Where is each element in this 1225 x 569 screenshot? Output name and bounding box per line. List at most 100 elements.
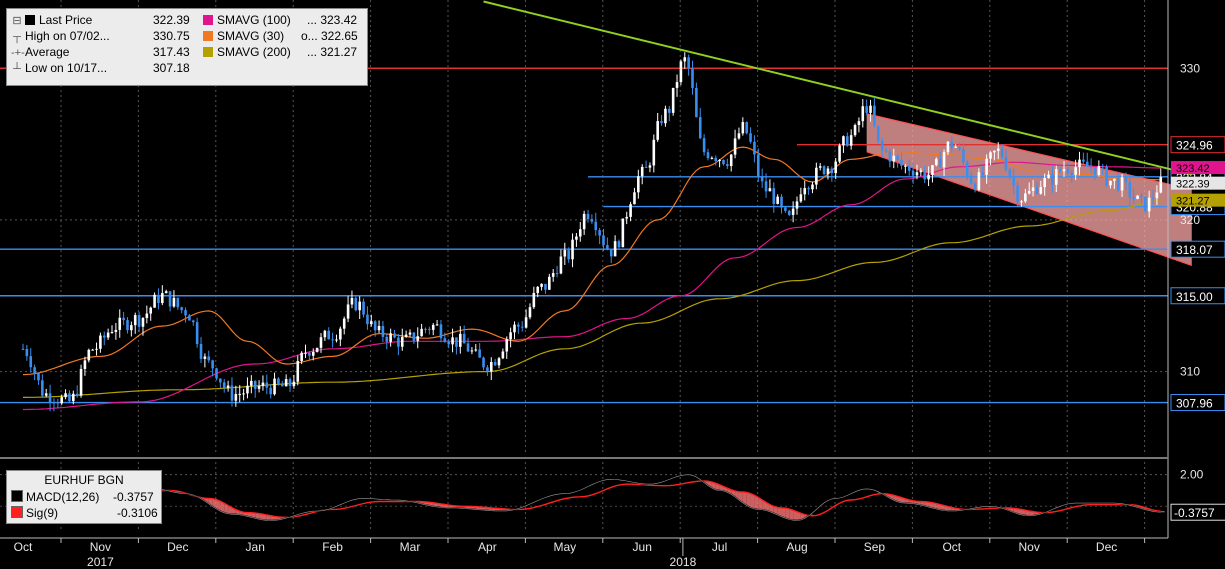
candle-body: [459, 333, 462, 347]
candle-body: [927, 174, 930, 180]
legend-label: Average: [25, 45, 70, 59]
candle-body: [118, 317, 122, 330]
candle-body: [1047, 174, 1050, 179]
candle-body: [652, 139, 656, 166]
candle-body: [277, 378, 280, 384]
candle-body: [1085, 161, 1089, 167]
macd-legend: EURHUF BGN MACD(12,26) -0.3757 Sig(9) -0…: [6, 470, 162, 524]
candle-body: [48, 393, 52, 403]
candle-body: [1089, 166, 1093, 168]
year-label: 2018: [670, 555, 697, 569]
candle-body: [517, 324, 520, 327]
macd-line-highlight: [22, 474, 1161, 521]
sma200-line: [23, 200, 1161, 398]
candle-body: [784, 207, 787, 211]
legend-label: SMAVG (30): [217, 29, 285, 43]
candle-body: [900, 159, 903, 166]
candle-body: [439, 324, 443, 339]
candle-body: [141, 317, 145, 327]
macd-legend-title: EURHUF BGN: [44, 473, 124, 487]
candle-body: [1147, 197, 1151, 212]
candle-body: [300, 352, 303, 361]
macd-divergence-fill: [781, 507, 786, 519]
candle-body: [188, 315, 191, 321]
macd-divergence-fill: [1025, 510, 1030, 516]
macd-divergence-fill: [936, 503, 941, 510]
candle-body: [91, 349, 94, 351]
collapse-icon[interactable]: ⊟: [12, 15, 22, 27]
candle-body: [153, 294, 156, 308]
candle-body: [633, 192, 636, 205]
candle-body: [60, 397, 63, 404]
average-marker-icon: -+-: [11, 47, 25, 59]
candle-body: [764, 181, 768, 192]
candle-body: [675, 82, 679, 88]
legend-value: 307.18: [153, 61, 190, 75]
candle-body: [757, 154, 760, 177]
level-label: 318.07: [1176, 243, 1213, 257]
macd-divergence-fill: [777, 507, 782, 517]
candle-body: [412, 332, 416, 341]
candle-body: [257, 386, 261, 389]
candle-body: [215, 368, 218, 379]
legend-label: MACD(12,26): [26, 490, 100, 504]
candle-body: [482, 357, 485, 368]
candle-body: [362, 301, 365, 315]
candle-body: [1054, 169, 1058, 185]
candle-body: [946, 141, 950, 153]
candle-body: [1082, 159, 1085, 162]
candle-body: [478, 349, 481, 358]
candle-body: [590, 219, 594, 222]
candle-body: [114, 329, 118, 333]
candle-body: [354, 297, 358, 311]
candle-body: [919, 170, 923, 173]
candle-body: [718, 160, 721, 162]
candle-body: [72, 393, 75, 402]
sma30-line: [22, 146, 1161, 376]
macd-divergence-fill: [758, 497, 763, 510]
legend-row-sma100: SMAVG (100): [203, 12, 291, 28]
macd-last-box: [1170, 503, 1225, 521]
candle-body: [923, 170, 927, 180]
candle-body: [1058, 169, 1062, 172]
candle-body: [1113, 178, 1116, 181]
candle-body: [95, 348, 98, 350]
macd-divergence-fill: [789, 509, 794, 521]
candles: [21, 52, 1163, 412]
candle-body: [958, 146, 961, 150]
macd-divergence-fill: [731, 489, 736, 498]
macd-divergence-fill: [255, 513, 260, 520]
candle-body: [497, 358, 501, 366]
candle-body: [857, 121, 861, 126]
price-tag-label: 322.39: [1176, 179, 1210, 191]
candle-body: [1008, 169, 1012, 177]
candle-body: [931, 165, 934, 175]
y-tick-label: 320: [1180, 213, 1200, 227]
candle-body: [776, 196, 779, 204]
legend-row-low: ┴ Low on 10/17...: [11, 60, 107, 76]
candle-body: [551, 273, 555, 277]
candle-body: [1016, 185, 1019, 203]
candle-body: [246, 385, 249, 394]
candle-body: [594, 221, 598, 231]
candle-body: [613, 241, 617, 257]
candle-body: [122, 317, 125, 321]
candle-body: [578, 229, 582, 237]
candle-body: [25, 348, 29, 357]
candle-body: [486, 367, 489, 372]
candle-body: [969, 176, 973, 184]
candle-body: [149, 307, 153, 314]
candle-body: [981, 172, 985, 175]
candle-body: [424, 328, 427, 330]
x-tick-label: Mar: [400, 540, 421, 554]
level-label: 315.00: [1176, 290, 1213, 304]
candle-body: [687, 57, 690, 69]
y-tick-label: 310: [1180, 365, 1200, 379]
macd-divergence-fill: [769, 504, 774, 514]
candle-body: [598, 230, 601, 236]
level-label-box: [1170, 136, 1225, 154]
candle-body: [1132, 197, 1135, 199]
candle-body: [706, 152, 710, 159]
candle-body: [75, 393, 79, 396]
